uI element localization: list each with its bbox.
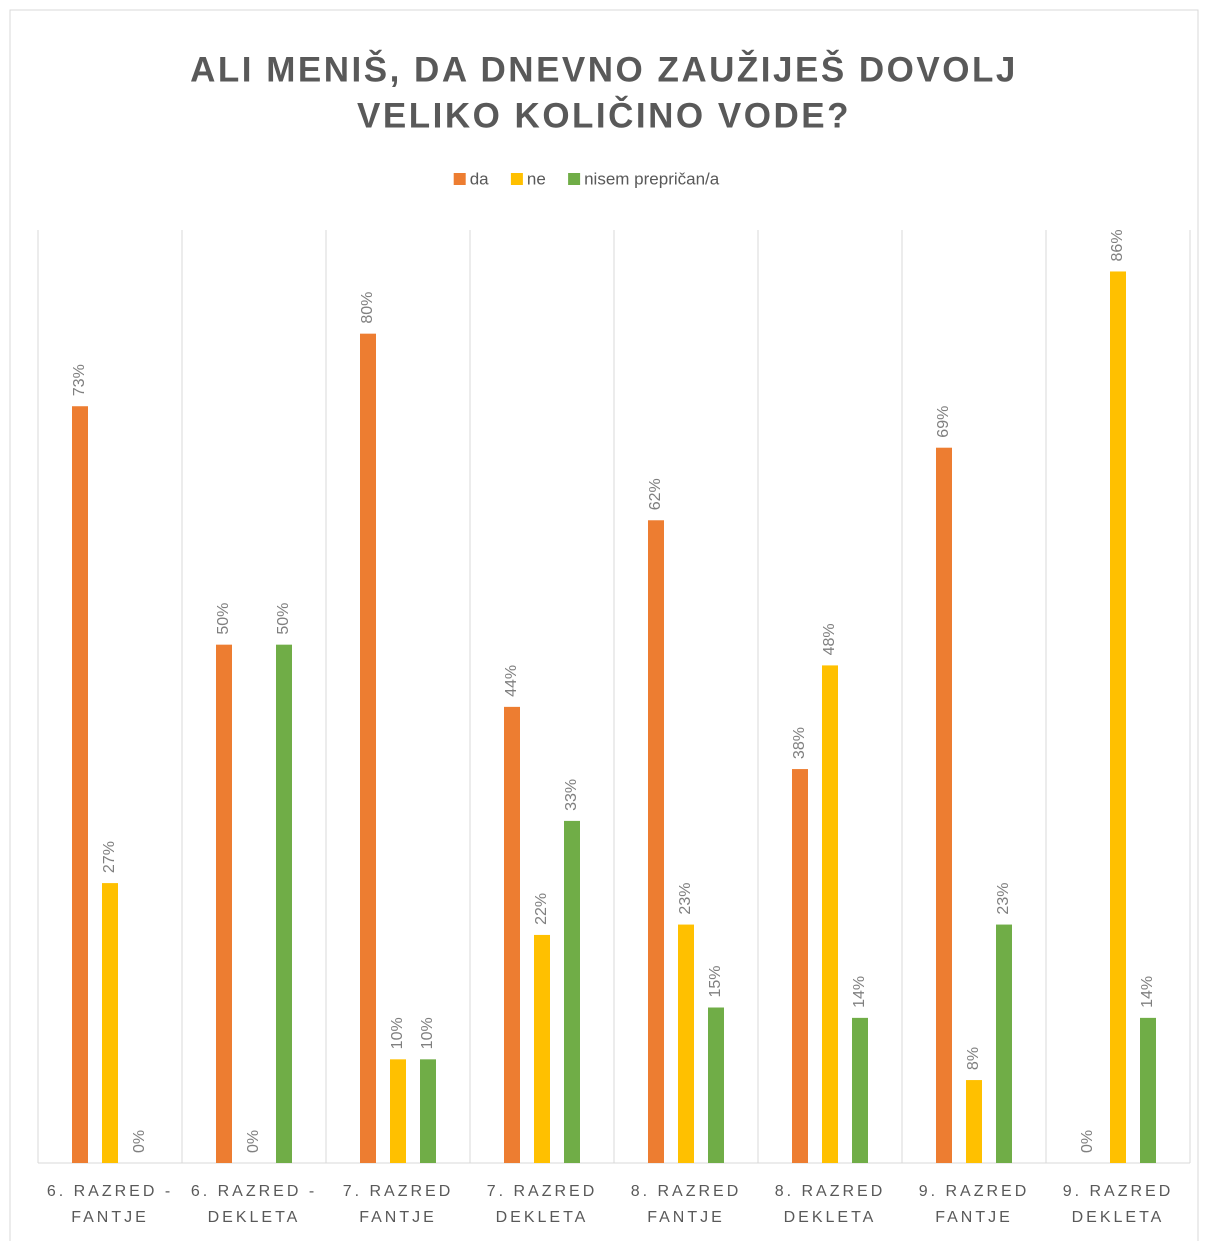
data-label: 33%	[563, 779, 580, 811]
bar	[648, 520, 664, 1163]
bar	[216, 644, 232, 1163]
x-tick-label: 6. RAZRED -	[191, 1183, 317, 1200]
x-tick-label: DEKLETA	[784, 1209, 877, 1226]
bar	[1140, 1017, 1156, 1163]
x-tick-label: 9. RAZRED	[919, 1183, 1030, 1200]
data-label: 0%	[245, 1130, 262, 1153]
data-label: 73%	[71, 364, 88, 396]
bar	[822, 665, 838, 1163]
x-tick-label: FANTJE	[359, 1209, 437, 1226]
data-label: 44%	[503, 665, 520, 697]
x-tick-label: FANTJE	[935, 1209, 1013, 1226]
data-label: 15%	[707, 965, 724, 997]
data-label: 38%	[791, 727, 808, 759]
x-tick-label: DEKLETA	[1072, 1209, 1165, 1226]
x-tick-label: 8. RAZRED	[775, 1183, 886, 1200]
data-label: 23%	[995, 883, 1012, 915]
data-label: 62%	[647, 478, 664, 510]
x-tick-label: 9. RAZRED	[1063, 1183, 1174, 1200]
data-label: 10%	[389, 1017, 406, 1049]
bar	[708, 1007, 724, 1163]
bar	[966, 1080, 982, 1163]
data-label: 50%	[275, 603, 292, 635]
bar	[852, 1017, 868, 1163]
x-tick-label: FANTJE	[647, 1209, 725, 1226]
bar	[792, 769, 808, 1163]
x-tick-label: DEKLETA	[496, 1209, 589, 1226]
data-label: 69%	[935, 406, 952, 438]
legend-swatch	[510, 173, 523, 185]
data-label: 14%	[1139, 976, 1156, 1008]
bar	[936, 447, 952, 1163]
data-label: 50%	[215, 603, 232, 635]
data-label: 22%	[533, 893, 550, 925]
data-label: 14%	[851, 976, 868, 1008]
x-tick-label: FANTJE	[71, 1209, 149, 1226]
data-label: 0%	[131, 1130, 148, 1153]
data-label: 10%	[419, 1017, 436, 1049]
bar	[276, 644, 292, 1163]
data-label: 27%	[101, 841, 118, 873]
legend-swatch	[568, 173, 581, 185]
bar	[420, 1059, 436, 1163]
data-label: 86%	[1109, 229, 1126, 261]
legend-label: nisem prepričan/a	[584, 169, 720, 188]
legend-label: ne	[527, 169, 546, 188]
x-tick-label: 8. RAZRED	[631, 1183, 742, 1200]
x-tick-label: 7. RAZRED	[487, 1183, 598, 1200]
legend-label: da	[470, 169, 489, 188]
x-tick-label: 7. RAZRED	[343, 1183, 454, 1200]
bar	[504, 706, 520, 1163]
bar	[534, 934, 550, 1163]
data-label: 23%	[677, 883, 694, 915]
x-tick-label: 6. RAZRED -	[47, 1183, 173, 1200]
chart-border	[9, 9, 1199, 1241]
data-label: 80%	[359, 292, 376, 324]
bar	[360, 333, 376, 1164]
bar	[72, 406, 88, 1163]
bar	[390, 1059, 406, 1163]
data-label: 48%	[821, 623, 838, 655]
bar	[678, 924, 694, 1163]
bar	[102, 883, 118, 1163]
chart-title: VELIKO KOLIČINO VODE?	[357, 95, 851, 135]
data-label: 8%	[965, 1047, 982, 1070]
bar	[564, 820, 580, 1163]
bar	[1110, 271, 1126, 1163]
data-label: 0%	[1079, 1130, 1096, 1153]
x-tick-label: DEKLETA	[208, 1209, 301, 1226]
chart-title: ALI MENIŠ, DA DNEVNO ZAUŽIJEŠ DOVOLJ	[190, 49, 1018, 89]
legend-swatch	[453, 173, 466, 185]
bar	[996, 924, 1012, 1163]
